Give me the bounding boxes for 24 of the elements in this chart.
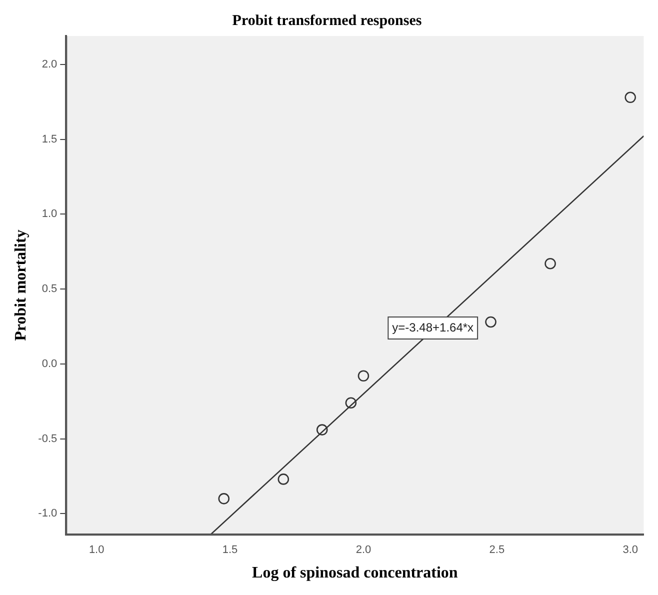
y-tick-label: -0.5: [38, 432, 58, 445]
y-tick-label: 2.0: [42, 58, 58, 70]
point: [544, 258, 556, 270]
point: [316, 424, 328, 436]
point: [358, 370, 370, 382]
annotation: y=-3.48+1.64*x: [392, 320, 474, 334]
point: [345, 397, 357, 408]
x-axis-title: Log of spinosad concentration: [252, 564, 458, 582]
x-tick-label: 1.0: [88, 544, 104, 556]
point: [485, 316, 496, 328]
chart-title: Probit transformed responses: [232, 12, 422, 29]
point: [278, 474, 290, 485]
point: [624, 92, 636, 104]
x-tick-label: 2.0: [356, 544, 372, 556]
point: [218, 493, 230, 504]
y-tick-label: 0.0: [42, 358, 58, 370]
y-axis-title: Probit mortality: [12, 230, 30, 341]
y-tick-label: 1.5: [42, 133, 58, 146]
y-tick-label: -1.0: [38, 508, 58, 520]
x-tick-label: 2.5: [489, 544, 505, 556]
y-tick-label: 0.5: [42, 283, 58, 296]
x-tick-label: 1.5: [222, 544, 238, 556]
y-tick-label: 1.0: [42, 208, 58, 220]
x-tick-label: 3.0: [622, 544, 638, 556]
